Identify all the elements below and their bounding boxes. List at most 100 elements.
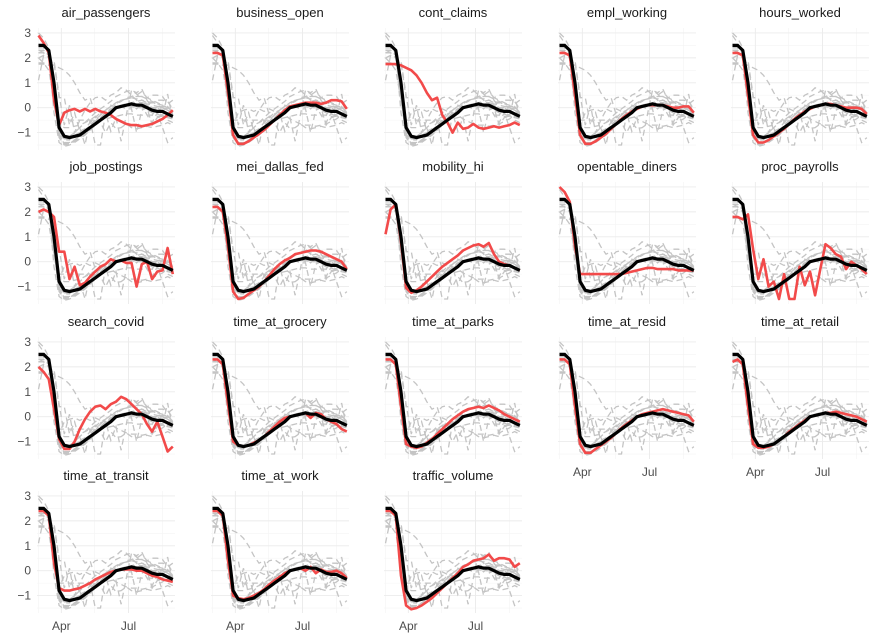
other-series-line [559, 203, 695, 294]
other-series-line [211, 189, 348, 282]
common-series-line [732, 352, 868, 449]
panel-opentable_diners: opentable_diners [558, 159, 696, 304]
other-series-line [38, 495, 173, 584]
x-tick-label: Jul [295, 619, 310, 633]
panel-title: time_at_grocery [233, 314, 327, 329]
common-series-line [385, 43, 521, 140]
panel-empl_working: empl_working [558, 5, 696, 150]
other-series-line [38, 206, 174, 300]
x-tick-label: Jul [121, 619, 136, 633]
other-series-line [212, 47, 347, 129]
y-tick-label: 2 [24, 205, 31, 219]
y-tick-label: −1 [17, 589, 31, 603]
other-series-line [559, 341, 694, 430]
panel-title: time_at_transit [63, 468, 149, 483]
common-series-line [38, 352, 174, 449]
other-series-line [212, 341, 347, 430]
indicator-series-line [37, 208, 175, 288]
indicator-series-line [385, 62, 521, 134]
y-tick-label: −1 [17, 435, 31, 449]
panel-air_passengers: air_passengers 3 2 1 0 −1 [17, 5, 175, 150]
other-series-line [732, 32, 867, 121]
other-series-line [385, 217, 521, 289]
panel-time_at_work: time_at_work Apr Jul [211, 468, 349, 633]
panel-hours_worked: hours_worked [731, 5, 869, 150]
panel-mobility_hi: mobility_hi [384, 159, 522, 304]
common-series-line [385, 506, 521, 603]
other-series-line [212, 186, 347, 275]
y-tick-label: 2 [24, 514, 31, 528]
other-series-line [38, 526, 174, 598]
y-tick-label: 1 [24, 385, 31, 399]
other-series-line [38, 186, 173, 275]
panel-title: search_covid [68, 314, 145, 329]
x-tick-label: Apr [746, 465, 765, 479]
indicator-series-line [384, 203, 521, 295]
other-series-line [732, 52, 868, 146]
other-series-line [38, 358, 174, 449]
other-series-line [212, 372, 348, 444]
y-tick-label: 3 [24, 489, 31, 503]
other-series-line [559, 63, 695, 135]
x-tick-label: Apr [399, 619, 418, 633]
other-series-line [212, 356, 347, 438]
panel-title: proc_payrolls [761, 159, 839, 174]
common-series-line [732, 197, 868, 294]
panel-title: air_passengers [62, 5, 151, 20]
panel-traffic_volume: traffic_volume Apr Jul [384, 468, 522, 633]
y-tick-label: 0 [24, 564, 31, 578]
panel-title: job_postings [69, 159, 143, 174]
panel-time_at_parks: time_at_parks [384, 314, 522, 459]
other-series-line [732, 217, 868, 289]
indicator-series-line [558, 186, 694, 276]
panel-title: business_open [236, 5, 323, 20]
other-series-line [558, 35, 695, 128]
other-series-line [385, 526, 521, 598]
other-series-line [732, 203, 868, 294]
panel-mei_dallas_fed: mei_dallas_fed [211, 159, 349, 304]
y-tick-label: 0 [24, 101, 31, 115]
other-series-line [385, 341, 520, 430]
common-series-line [559, 352, 695, 449]
other-series-line [558, 189, 695, 282]
indicator-series-line [38, 509, 174, 592]
common-series-line [38, 506, 174, 603]
x-tick-label: Apr [573, 465, 592, 479]
indicator-series-line [212, 51, 348, 146]
other-series-line [38, 201, 173, 283]
other-series-line [559, 372, 695, 444]
panel-title: time_at_parks [412, 314, 494, 329]
other-series-line [38, 356, 173, 438]
panel-search_covid: search_covid 3 2 1 0 −1 [17, 314, 175, 459]
common-series-line [385, 197, 521, 294]
panel-cont_claims: cont_claims [384, 5, 522, 150]
other-series-line [38, 515, 174, 609]
panel-title: traffic_volume [413, 468, 494, 483]
other-series-line [732, 47, 867, 129]
other-series-line [559, 32, 694, 121]
y-tick-label: 1 [24, 76, 31, 90]
common-series-line [559, 43, 695, 140]
y-tick-label: 1 [24, 230, 31, 244]
y-tick-label: 2 [24, 360, 31, 374]
panel-title: empl_working [587, 5, 667, 20]
other-series-line [732, 361, 868, 455]
x-tick-label: Apr [226, 619, 245, 633]
other-series-line [385, 515, 521, 609]
other-series-line [212, 495, 347, 584]
other-series-line [731, 344, 868, 437]
indicator-series-line [559, 51, 695, 146]
common-series-line [38, 43, 174, 140]
other-series-line [385, 47, 520, 129]
x-tick-label: Jul [468, 619, 483, 633]
y-tick-label: 0 [24, 410, 31, 424]
other-series-line [38, 372, 174, 444]
panel-title: mei_dallas_fed [236, 159, 323, 174]
other-series-line [558, 344, 695, 437]
x-tick-label: Apr [52, 619, 71, 633]
other-series-line [38, 361, 174, 455]
panel-business_open: business_open [211, 5, 349, 150]
other-series-line [212, 32, 347, 121]
y-tick-label: −1 [17, 126, 31, 140]
